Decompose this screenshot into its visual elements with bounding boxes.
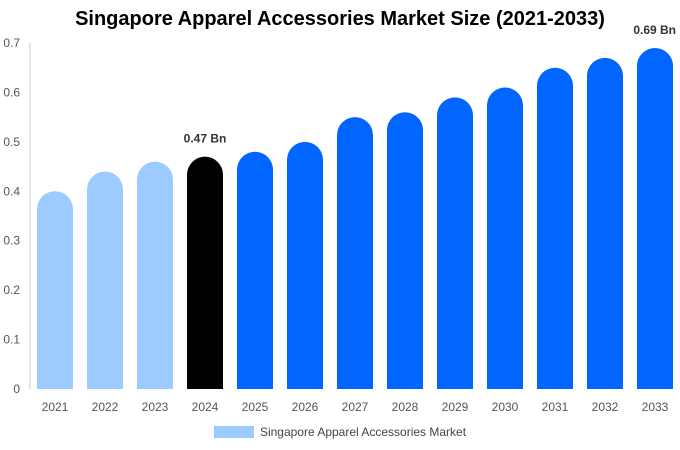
y-tick-label: 0.3 bbox=[3, 234, 20, 248]
legend-swatch bbox=[213, 426, 254, 438]
x-tick-label: 2023 bbox=[142, 400, 169, 414]
x-tick-label: 2021 bbox=[42, 400, 69, 414]
y-tick-label: 0 bbox=[13, 382, 20, 396]
bar-2021 bbox=[37, 191, 73, 389]
bar-2033 bbox=[637, 47, 673, 389]
x-tick-label: 2031 bbox=[542, 400, 569, 414]
y-tick-label: 0.7 bbox=[3, 36, 20, 50]
bar-2024 bbox=[187, 156, 223, 389]
y-tick-label: 0.1 bbox=[3, 333, 20, 347]
x-tick-label: 2025 bbox=[242, 400, 269, 414]
y-tick-label: 0.2 bbox=[3, 283, 20, 297]
legend: Singapore Apparel Accessories Market bbox=[0, 425, 680, 439]
bar-chart: 0 0.1 0.2 0.3 0.4 0.5 0.6 0.7 2021 2022 2023 2024 20… bbox=[3, 23, 676, 414]
x-tick-label: 2028 bbox=[392, 400, 419, 414]
bar-2027 bbox=[337, 117, 373, 389]
x-tick-label: 2024 bbox=[192, 400, 219, 414]
x-tick-label: 2027 bbox=[342, 400, 369, 414]
x-tick-label: 2029 bbox=[442, 400, 469, 414]
chart-title: Singapore Apparel Accessories Market Siz… bbox=[75, 8, 605, 30]
y-tick-label: 0.6 bbox=[3, 85, 20, 99]
x-tick-label: 2022 bbox=[92, 400, 119, 414]
bar-2026 bbox=[287, 141, 323, 389]
bar-2023 bbox=[137, 161, 173, 389]
data-label: 0.69 Bn bbox=[633, 23, 676, 37]
bar-2032 bbox=[587, 57, 623, 389]
x-tick-label: 2030 bbox=[492, 400, 519, 414]
bar-2028 bbox=[387, 112, 423, 389]
data-label: 0.47 Bn bbox=[184, 132, 227, 146]
bar-2022 bbox=[87, 171, 123, 389]
y-tick-label: 0.4 bbox=[3, 184, 20, 198]
x-tick-label: 2032 bbox=[592, 400, 619, 414]
x-tick-label: 2033 bbox=[642, 400, 669, 414]
bar-2025 bbox=[237, 151, 273, 389]
bar-2031 bbox=[537, 67, 573, 389]
bar-2030 bbox=[487, 87, 523, 389]
x-tick-label: 2026 bbox=[292, 400, 319, 414]
bar-2029 bbox=[437, 97, 473, 389]
y-tick-label: 0.5 bbox=[3, 135, 20, 149]
legend-label: Singapore Apparel Accessories Market bbox=[259, 425, 467, 439]
